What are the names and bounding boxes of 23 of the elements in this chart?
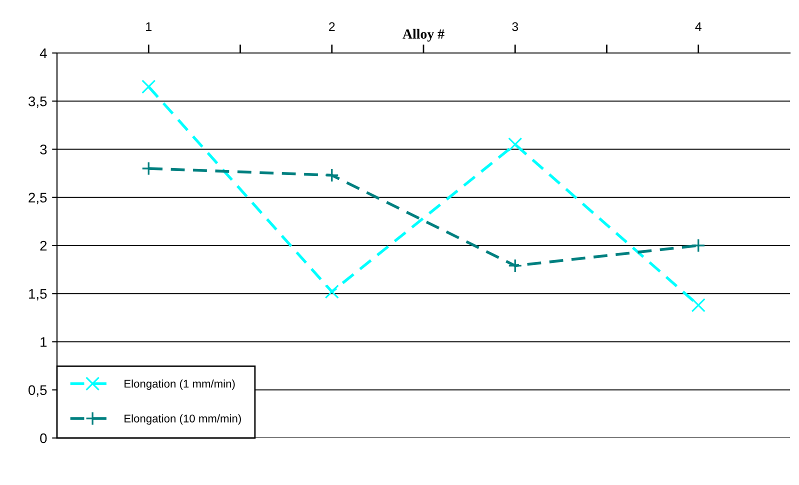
x-tick-label: 3	[512, 22, 518, 32]
y-tick-label: 3,5	[28, 96, 47, 108]
point	[324, 284, 339, 299]
x-tick-label: 4	[695, 22, 702, 31]
y-tick-label: 4	[40, 48, 47, 58]
y-tick-label: 1,5	[29, 289, 47, 300]
point	[324, 168, 339, 182]
y-tick-label: 1	[40, 337, 47, 347]
y-tick-label: 3	[40, 144, 47, 154]
y-tick-label: 2	[40, 240, 47, 251]
x-tick-label: 1	[146, 22, 152, 31]
legend-label: Elongation (10 mm/min)	[124, 414, 241, 425]
x-axis-title: Alloy #	[402, 28, 444, 42]
y-tick-label: 0	[40, 433, 47, 444]
y-tick-label: 2,5	[28, 192, 47, 204]
point	[508, 258, 522, 273]
point	[142, 80, 156, 94]
x-tick-label: 2	[329, 22, 335, 31]
y-tick-label: 0,5	[28, 385, 47, 397]
point	[508, 137, 522, 152]
point	[691, 238, 706, 253]
legend-label: Elongation (1 mm/min)	[124, 380, 235, 390]
point	[691, 298, 706, 312]
